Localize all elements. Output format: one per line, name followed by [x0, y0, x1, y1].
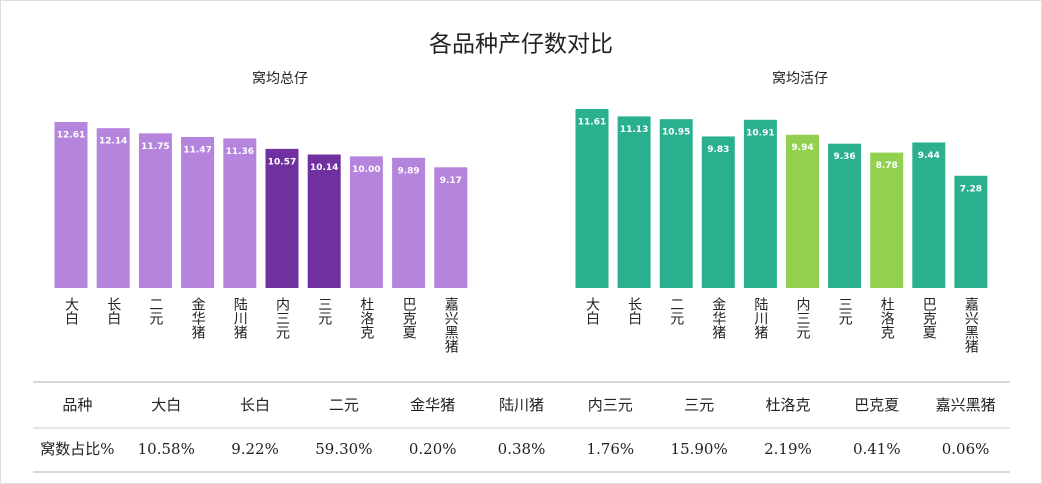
- bar: [786, 134, 819, 288]
- x-tick-label: 长白: [626, 297, 642, 325]
- value-label: 12.61: [57, 131, 85, 141]
- x-tick-label: 巴克夏: [401, 297, 417, 339]
- bar: [743, 119, 777, 288]
- value-label: 10.91: [746, 128, 774, 138]
- x-tick-label: 杜洛克: [879, 297, 895, 340]
- table-header-cell: 金华猪: [410, 396, 455, 414]
- bar: [54, 122, 88, 288]
- table-cell: 10.58%: [138, 440, 195, 458]
- value-label: 10.57: [268, 157, 296, 167]
- bar: [349, 156, 383, 288]
- value-label: 10.00: [352, 165, 380, 175]
- value-label: 8.78: [876, 161, 898, 171]
- bar: [138, 133, 172, 288]
- value-label: 9.94: [791, 143, 813, 153]
- bar: [912, 142, 946, 288]
- value-label: 11.13: [620, 125, 648, 135]
- x-tick-label: 内三元: [274, 297, 290, 340]
- main-title: 各品种产仔数对比: [429, 32, 613, 58]
- x-tick-label: 大白: [584, 297, 600, 325]
- value-label: 9.89: [397, 166, 419, 176]
- bar: [392, 157, 426, 288]
- table-header-cell: 嘉兴黑猪: [936, 396, 996, 414]
- table-cell: 9.22%: [231, 440, 279, 458]
- table-header-cell: 大白: [151, 396, 181, 414]
- table-cell: 窝数占比%: [40, 440, 114, 458]
- value-label: 10.14: [310, 163, 338, 173]
- bar: [307, 154, 341, 288]
- x-tick-label: 嘉兴黑猪: [443, 297, 459, 354]
- bar: [181, 137, 215, 288]
- value-label: 11.75: [141, 142, 169, 152]
- x-tick-label: 大白: [63, 297, 79, 325]
- x-tick-label: 陆川猪: [752, 297, 768, 340]
- value-label: 7.28: [960, 184, 982, 194]
- table-header-cell: 二元: [329, 396, 359, 414]
- table-header-cell: 杜洛克: [765, 396, 810, 414]
- bar: [954, 175, 988, 288]
- bar: [870, 152, 904, 288]
- x-tick-label: 长白: [105, 297, 121, 325]
- bar: [96, 128, 130, 288]
- x-tick-label: 杜洛克: [358, 297, 374, 340]
- table-cell: 0.38%: [498, 440, 546, 458]
- table-header-cell: 巴克夏: [854, 396, 899, 414]
- table-cell: 0.06%: [942, 440, 990, 458]
- x-tick-label: 金华猪: [710, 297, 726, 340]
- value-label: 10.95: [662, 128, 690, 138]
- table-cell: 0.41%: [853, 440, 901, 458]
- bar: [575, 109, 609, 288]
- bar: [223, 138, 257, 288]
- x-tick-label: 三元: [316, 297, 332, 326]
- bar: [265, 148, 299, 288]
- x-tick-label: 嘉兴黑猪: [963, 297, 979, 354]
- table-cell: 0.20%: [409, 440, 457, 458]
- table-header-cell: 陆川猪: [499, 396, 544, 414]
- bar: [828, 143, 862, 288]
- bar: [434, 167, 468, 288]
- value-label: 9.17: [440, 176, 462, 186]
- value-label: 11.47: [183, 146, 211, 156]
- value-label: 11.36: [226, 147, 254, 157]
- table-cell: 59.30%: [315, 440, 372, 458]
- value-label: 12.14: [99, 137, 127, 147]
- x-tick-label: 金华猪: [190, 297, 206, 340]
- x-tick-label: 内三元: [795, 297, 811, 340]
- value-label: 11.61: [578, 118, 606, 128]
- x-tick-label: 二元: [668, 297, 684, 326]
- x-tick-label: 巴克夏: [921, 297, 937, 339]
- table-cell: 15.90%: [671, 440, 728, 458]
- x-tick-label: 陆川猪: [232, 297, 248, 340]
- x-tick-label: 三元: [837, 297, 853, 326]
- chart-subtitle: 窝均活仔: [772, 70, 828, 87]
- bar: [617, 116, 651, 289]
- value-label: 9.44: [918, 151, 940, 161]
- table-header-cell: 品种: [62, 396, 92, 414]
- bar: [701, 136, 735, 288]
- value-label: 9.36: [833, 152, 855, 162]
- bar: [659, 119, 693, 288]
- table-cell: 1.76%: [586, 440, 634, 458]
- table-cell: 2.19%: [764, 440, 812, 458]
- x-tick-label: 二元: [147, 297, 163, 326]
- table-header-cell: 内三元: [588, 396, 633, 414]
- chart-subtitle: 窝均总仔: [252, 70, 308, 87]
- table-header-cell: 三元: [684, 396, 714, 414]
- value-label: 9.83: [707, 145, 729, 155]
- table-header-cell: 长白: [240, 396, 270, 414]
